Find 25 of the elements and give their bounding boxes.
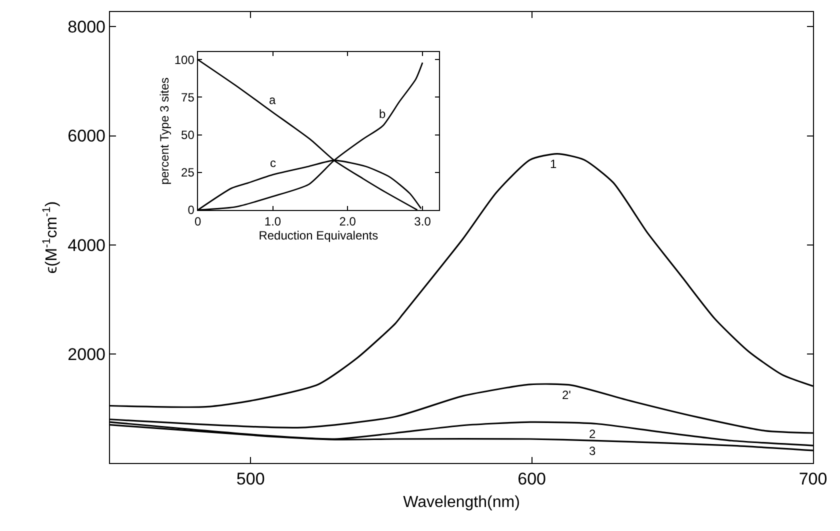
- annotation: a: [269, 93, 276, 107]
- x-tick-label: 500: [236, 470, 265, 488]
- y-tick-label: 75: [181, 90, 195, 104]
- annotation: c: [270, 156, 276, 170]
- y-tick-label: 6000: [68, 126, 106, 146]
- x-axis-title: Wavelength(nm): [403, 494, 520, 512]
- y-tick-label: 25: [181, 166, 195, 180]
- y-tick-label: 100: [174, 52, 195, 67]
- y-tick-label: 0: [188, 203, 195, 218]
- annotation: 2': [562, 388, 571, 402]
- x-tick-label: 2.0: [339, 214, 356, 228]
- y-tick-label: 50: [181, 128, 195, 142]
- x-tick-label: 600: [518, 470, 546, 488]
- y-tick-label: 8000: [68, 18, 106, 37]
- annotation: 1: [550, 157, 557, 171]
- annotation: 3: [589, 444, 596, 458]
- y-tick-label: 2000: [68, 344, 106, 364]
- x-tick-label: 3.0: [414, 214, 432, 228]
- x-axis-title: Reduction Equivalents: [258, 228, 378, 242]
- y-tick-label: 4000: [68, 236, 106, 255]
- annotation: b: [379, 107, 386, 121]
- x-tick-label: 700: [798, 470, 828, 488]
- x-tick-label: 1.0: [264, 214, 282, 228]
- annotation: 2: [589, 427, 596, 441]
- y-axis-title: percent Type 3 sites: [158, 77, 172, 185]
